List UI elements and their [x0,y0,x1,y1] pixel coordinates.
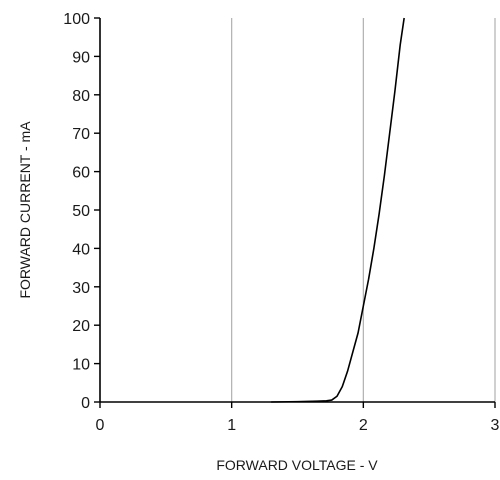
y-tick-label: 20 [72,318,90,335]
grid [231,18,496,402]
axes [94,17,496,408]
x-tick-label: 3 [491,417,500,434]
y-tick-label: 50 [72,203,90,220]
x-tick-label: 1 [227,417,236,434]
y-tick-label: 80 [72,88,90,105]
y-tick-label: 40 [72,241,90,258]
y-tick-label: 60 [72,165,90,182]
y-axis-title: FORWARD CURRENT - mA [17,121,33,299]
y-tick-label: 70 [72,126,90,143]
y-tick-label: 90 [72,49,90,66]
y-tick-label: 10 [72,357,90,374]
tick-labels: 0 10 20 30 40 50 60 70 80 90 100 0 1 2 3 [63,11,499,434]
x-tick-label: 2 [359,417,368,434]
y-tick-label: 100 [63,11,90,28]
series-layer [271,17,405,403]
y-tick-label: 0 [81,395,90,412]
y-tick-label: 30 [72,280,90,297]
x-tick-label: 0 [96,417,105,434]
x-axis-title: FORWARD VOLTAGE - V [216,457,378,473]
series-line [271,17,405,403]
